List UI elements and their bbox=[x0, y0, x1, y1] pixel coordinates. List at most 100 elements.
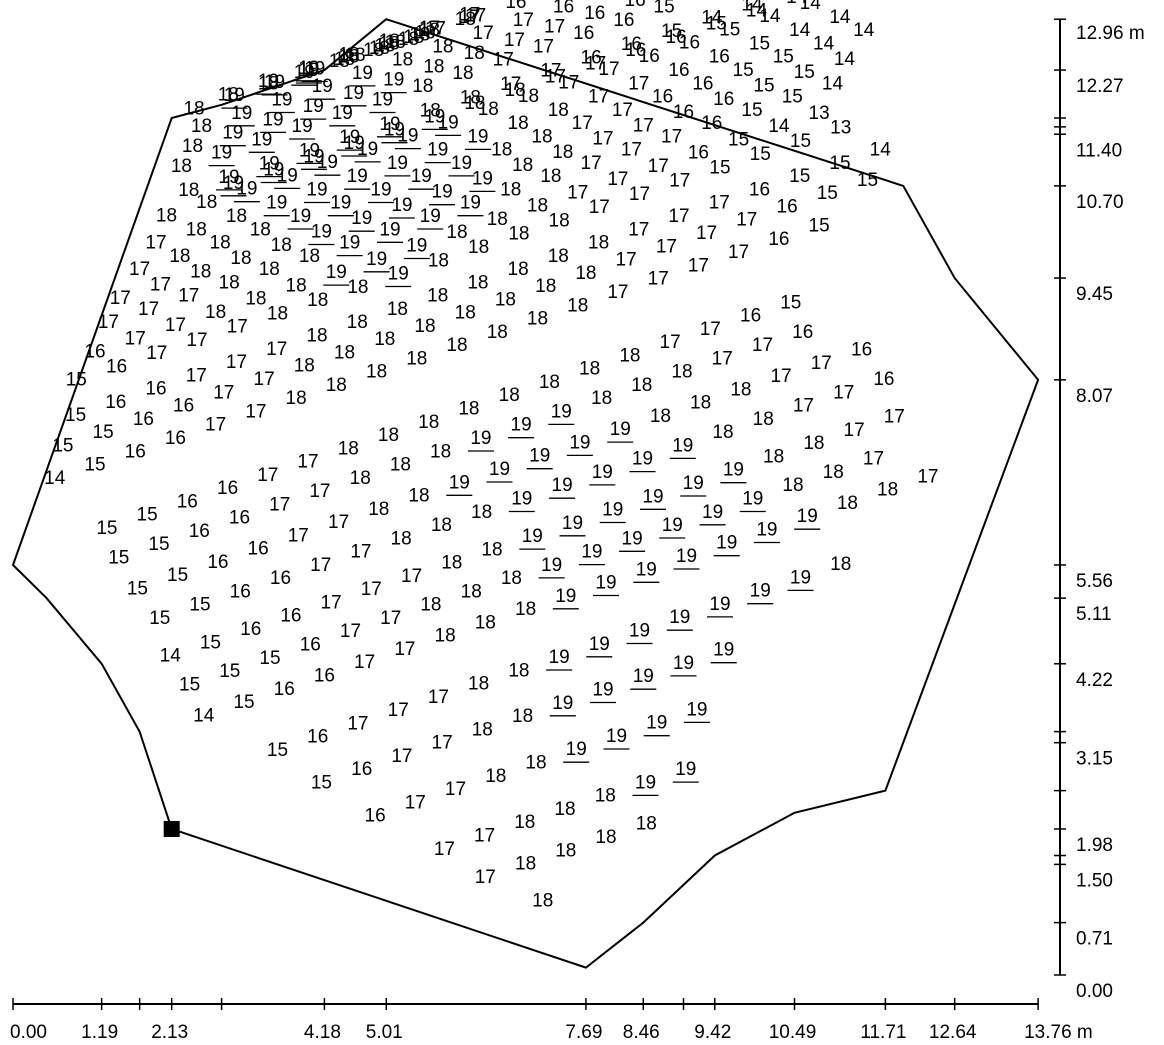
illuminance-value: 18 bbox=[390, 455, 411, 476]
illuminance-value: 18 bbox=[712, 422, 733, 443]
illuminance-value: 16 bbox=[189, 521, 210, 542]
illuminance-value: 19 bbox=[797, 506, 818, 527]
illuminance-value: 19 bbox=[541, 555, 562, 576]
illuminance-value: 17 bbox=[257, 465, 278, 486]
illuminance-value: 17 bbox=[668, 206, 689, 227]
illuminance-value: 18 bbox=[595, 786, 616, 807]
illuminance-value: 17 bbox=[648, 156, 669, 177]
illuminance-value: 14 bbox=[834, 49, 856, 70]
illuminance-value: 18 bbox=[419, 20, 440, 41]
illuminance-value: 19 bbox=[742, 489, 763, 510]
illuminance-value: 18 bbox=[730, 379, 751, 400]
illuminance-value: 17 bbox=[607, 169, 628, 190]
illuminance-value: 18 bbox=[350, 468, 371, 489]
illuminance-value: 18 bbox=[508, 660, 529, 681]
illuminance-value: 16 bbox=[217, 478, 238, 499]
illuminance-value: 17 bbox=[401, 566, 422, 587]
illuminance-value: 18 bbox=[499, 385, 520, 406]
illuminance-value: 16 bbox=[688, 143, 709, 164]
x-axis-label: 1.19 bbox=[81, 1022, 118, 1043]
y-axis-label: 8.07 bbox=[1076, 386, 1113, 407]
illuminance-value: 16 bbox=[673, 102, 694, 123]
illuminance-value: 16 bbox=[713, 89, 734, 110]
illuminance-value: 19 bbox=[312, 76, 333, 97]
illuminance-value: 17 bbox=[361, 579, 382, 600]
illuminance-value: 19 bbox=[424, 106, 445, 127]
illuminance-value: 17 bbox=[110, 288, 131, 309]
x-axis-label: 5.01 bbox=[366, 1022, 403, 1043]
illuminance-value: 19 bbox=[266, 193, 287, 214]
illuminance-value: 18 bbox=[525, 753, 546, 774]
illuminance-value: 18 bbox=[334, 49, 355, 70]
illuminance-value: 15 bbox=[780, 292, 801, 313]
illuminance-value: 19 bbox=[298, 60, 319, 81]
illuminance-value: 18 bbox=[515, 599, 536, 620]
illuminance-value: 18 bbox=[471, 502, 492, 523]
illuminance-value: 18 bbox=[392, 50, 413, 71]
illuminance-value: 19 bbox=[702, 502, 723, 523]
illuminance-value: 16 bbox=[240, 619, 261, 640]
illuminance-value: 18 bbox=[306, 326, 327, 347]
illuminance-value: 18 bbox=[508, 113, 529, 134]
illuminance-value: 18 bbox=[532, 890, 553, 911]
illuminance-value: 17 bbox=[425, 19, 446, 40]
illuminance-value: 17 bbox=[98, 312, 119, 333]
illuminance-value: 18 bbox=[487, 209, 508, 230]
illuminance-value: 18 bbox=[527, 196, 548, 217]
illuminance-value: 18 bbox=[579, 359, 600, 380]
illuminance-value: 15 bbox=[108, 548, 129, 569]
illuminance-value: 19 bbox=[549, 647, 570, 668]
illuminance-grid: 1818181818181918181818181918181817181919… bbox=[44, 0, 938, 911]
illuminance-value: 14 bbox=[746, 0, 768, 21]
illuminance-value: 18 bbox=[186, 219, 207, 240]
illuminance-value: 18 bbox=[218, 84, 239, 105]
illuminance-value: 15 bbox=[794, 62, 815, 83]
illuminance-value: 18 bbox=[575, 263, 596, 284]
illuminance-value: 15 bbox=[259, 648, 280, 669]
illuminance-value: 19 bbox=[218, 167, 239, 188]
illuminance-value: 16 bbox=[851, 340, 872, 361]
illuminance-value: 17 bbox=[833, 382, 854, 403]
illuminance-value: 18 bbox=[409, 25, 430, 46]
illuminance-value: 19 bbox=[551, 401, 572, 422]
illuminance-value: 18 bbox=[475, 612, 496, 633]
illuminance-value: 18 bbox=[408, 486, 429, 507]
y-axis-label: 12.96 m bbox=[1076, 23, 1145, 44]
illuminance-value: 17 bbox=[405, 792, 426, 813]
illuminance-value: 18 bbox=[432, 36, 453, 57]
illuminance-value: 19 bbox=[372, 90, 393, 111]
illuminance-value: 19 bbox=[231, 103, 252, 124]
illuminance-value: 17 bbox=[434, 839, 455, 860]
illuminance-value: 19 bbox=[790, 567, 811, 588]
illuminance-value: 19 bbox=[294, 62, 315, 83]
illuminance-value: 18 bbox=[178, 180, 199, 201]
illuminance-value: 19 bbox=[292, 116, 313, 137]
x-axis-label: 9.42 bbox=[694, 1022, 731, 1043]
illuminance-value: 13 bbox=[830, 118, 851, 139]
illuminance-value: 19 bbox=[467, 126, 488, 147]
illuminance-value: 17 bbox=[752, 335, 773, 356]
illuminance-value: 19 bbox=[669, 607, 690, 628]
illuminance-value: 19 bbox=[357, 139, 378, 160]
illuminance-value: 19 bbox=[344, 133, 365, 154]
illuminance-value: 18 bbox=[385, 32, 406, 53]
illuminance-value: 15 bbox=[200, 632, 221, 653]
illuminance-value: 17 bbox=[581, 153, 602, 174]
illuminance-value: 15 bbox=[167, 565, 188, 586]
illuminance-value: 17 bbox=[811, 353, 832, 374]
illuminance-value: 15 bbox=[829, 153, 850, 174]
illuminance-value: 18 bbox=[366, 362, 387, 383]
illuminance-value: 15 bbox=[137, 505, 158, 526]
illuminance-value: 17 bbox=[544, 17, 565, 38]
illuminance-value: 15 bbox=[809, 216, 830, 237]
illuminance-value: 16 bbox=[625, 40, 646, 61]
illuminance-value: 17 bbox=[150, 275, 171, 296]
illuminance-value: 19 bbox=[391, 195, 412, 216]
illuminance-value: 14 bbox=[44, 468, 66, 489]
illuminance-value: 18 bbox=[226, 206, 247, 227]
illuminance-value: 18 bbox=[183, 98, 204, 119]
illuminance-value: 17 bbox=[138, 299, 159, 320]
illuminance-value: 18 bbox=[508, 224, 529, 245]
y-axis-label: 4.22 bbox=[1076, 670, 1113, 691]
